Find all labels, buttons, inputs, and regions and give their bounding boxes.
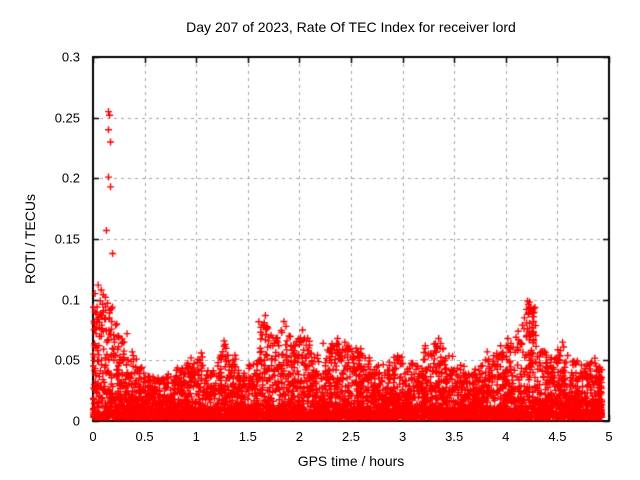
y-tick-label: 0.3 [61,49,80,65]
x-tick-label: 4.5 [548,429,567,444]
y-tick-label: 0.25 [54,110,80,126]
y-tick-label: 0.15 [54,231,80,247]
x-tick-label: 3 [398,429,407,444]
x-tick-label: 0.5 [135,429,154,444]
y-tick-label: 0.1 [61,292,80,308]
x-tick-label: 1.5 [238,429,257,444]
y-tick-label: 0 [72,413,80,429]
x-tick-label: 0 [89,429,97,444]
x-tick-label: 5 [605,429,613,444]
y-tick-label: 0.2 [61,170,80,186]
chart-title: Day 207 of 2023, Rate Of TEC Index for r… [186,19,516,35]
x-tick-label: 2 [295,429,304,444]
x-tick-label: 2.5 [341,429,361,444]
x-axis-label: GPS time / hours [297,453,405,469]
x-tick-label: 1 [192,429,200,444]
y-tick-label: 0.05 [54,352,80,368]
x-tick-label: 3.5 [445,429,464,444]
x-tick-label: 4 [502,429,510,444]
